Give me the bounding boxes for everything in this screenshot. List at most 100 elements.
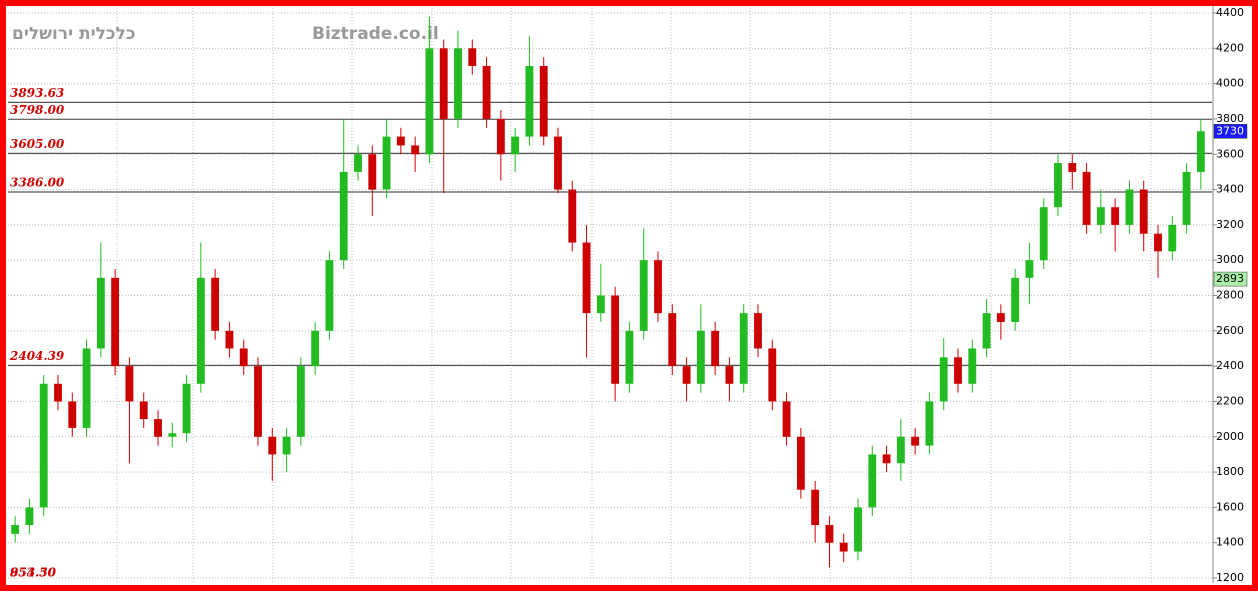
price-box bbox=[1213, 271, 1248, 287]
y-tick-label: 1200 bbox=[1216, 571, 1244, 584]
candle-body bbox=[554, 136, 562, 190]
candle-body bbox=[654, 260, 662, 314]
price-label: 3730 bbox=[1216, 124, 1244, 137]
candle-body bbox=[725, 366, 734, 384]
candle-body bbox=[1039, 207, 1048, 261]
candle-body bbox=[625, 330, 634, 384]
candle-body bbox=[411, 145, 420, 155]
candle-body bbox=[1168, 224, 1177, 252]
candle-body bbox=[1182, 171, 1191, 225]
candle-body bbox=[611, 295, 620, 384]
candle-body bbox=[696, 330, 705, 384]
candle-body bbox=[668, 313, 677, 367]
level-label: 3893.63 bbox=[10, 86, 64, 100]
candle-body bbox=[425, 48, 434, 155]
candle-body bbox=[182, 383, 191, 434]
candle-body bbox=[854, 507, 862, 552]
candle-body bbox=[754, 313, 762, 349]
candle-body bbox=[311, 330, 320, 367]
candle-body bbox=[196, 277, 205, 384]
candle-body bbox=[982, 313, 991, 349]
candle-body bbox=[1025, 260, 1034, 278]
candle-body bbox=[1125, 189, 1134, 225]
candle-body bbox=[1096, 207, 1105, 225]
candle-body bbox=[482, 65, 491, 119]
candle-body bbox=[768, 348, 777, 402]
candle-body bbox=[96, 277, 105, 349]
candle-body bbox=[339, 171, 348, 261]
y-tick-label: 2000 bbox=[1216, 430, 1244, 443]
candle-body bbox=[954, 357, 962, 384]
candle-body bbox=[782, 401, 791, 437]
y-tick-label: 3200 bbox=[1216, 218, 1244, 231]
candle-body bbox=[68, 401, 77, 428]
candle-body bbox=[468, 48, 477, 66]
candle-body bbox=[168, 433, 177, 437]
candle-body bbox=[1111, 207, 1120, 225]
y-tick-label: 3400 bbox=[1216, 183, 1244, 196]
candle-body bbox=[211, 277, 220, 331]
candle-body bbox=[254, 366, 262, 437]
candle-body bbox=[496, 118, 505, 155]
candle-body bbox=[911, 436, 920, 446]
level-label: 3386.00 bbox=[10, 176, 65, 190]
candle-body bbox=[439, 48, 448, 119]
candle-body bbox=[639, 260, 648, 331]
candle-body bbox=[839, 542, 848, 552]
candle-body bbox=[582, 242, 591, 314]
candle-body bbox=[225, 330, 234, 349]
candle-body bbox=[511, 136, 520, 155]
watermark: כלכלית ירושלים bbox=[12, 24, 135, 44]
y-tick-label: 2400 bbox=[1216, 359, 1244, 372]
level-label: 3798.00 bbox=[10, 103, 65, 117]
candle-body bbox=[354, 154, 362, 172]
candle-body bbox=[868, 454, 877, 508]
candle-body bbox=[154, 419, 162, 437]
candle-body bbox=[239, 348, 248, 367]
candle-body bbox=[382, 136, 391, 190]
y-tick-label: 3000 bbox=[1216, 253, 1244, 266]
candle-body bbox=[39, 383, 48, 508]
candle-body bbox=[1154, 233, 1162, 252]
y-tick-label: 4000 bbox=[1216, 77, 1244, 90]
candle-body bbox=[882, 454, 891, 464]
candle-body bbox=[1068, 163, 1077, 172]
candle-body bbox=[282, 436, 291, 455]
candle-body bbox=[139, 401, 148, 420]
level-label: 2404.39 bbox=[9, 349, 65, 363]
candle-body bbox=[525, 65, 534, 137]
candle-body bbox=[539, 65, 548, 137]
y-tick-label: 2800 bbox=[1216, 289, 1244, 302]
y-tick-label: 4200 bbox=[1216, 41, 1244, 54]
candle-body bbox=[925, 401, 934, 446]
candle-body bbox=[296, 366, 305, 437]
candle-body bbox=[825, 525, 834, 543]
candle-body bbox=[1082, 171, 1091, 225]
bottom-label: 853.50 bbox=[10, 566, 57, 580]
candle-body bbox=[396, 136, 405, 146]
candle-body bbox=[1139, 189, 1148, 234]
candle-body bbox=[711, 330, 720, 367]
candle-body bbox=[11, 525, 20, 534]
y-tick-label: 1800 bbox=[1216, 465, 1244, 478]
candle-body bbox=[811, 489, 820, 526]
candle-body bbox=[796, 436, 805, 490]
candle-body bbox=[1011, 277, 1020, 322]
candle-body bbox=[568, 189, 577, 243]
candle-body bbox=[996, 313, 1005, 322]
y-tick-label: 2600 bbox=[1216, 324, 1244, 337]
y-tick-label: 1600 bbox=[1216, 500, 1244, 513]
y-tick-label: 3600 bbox=[1216, 147, 1244, 160]
watermark: Biztrade.co.il bbox=[312, 24, 439, 44]
candle-body bbox=[25, 507, 34, 526]
candle-body bbox=[939, 357, 948, 402]
y-tick-label: 4400 bbox=[1216, 6, 1244, 19]
level-label: 3605.00 bbox=[10, 137, 65, 151]
candle-body bbox=[1196, 131, 1205, 172]
candle-body bbox=[268, 436, 277, 455]
price-label: 2893 bbox=[1216, 272, 1244, 285]
candle-body bbox=[1054, 163, 1062, 208]
candle-body bbox=[596, 295, 605, 314]
